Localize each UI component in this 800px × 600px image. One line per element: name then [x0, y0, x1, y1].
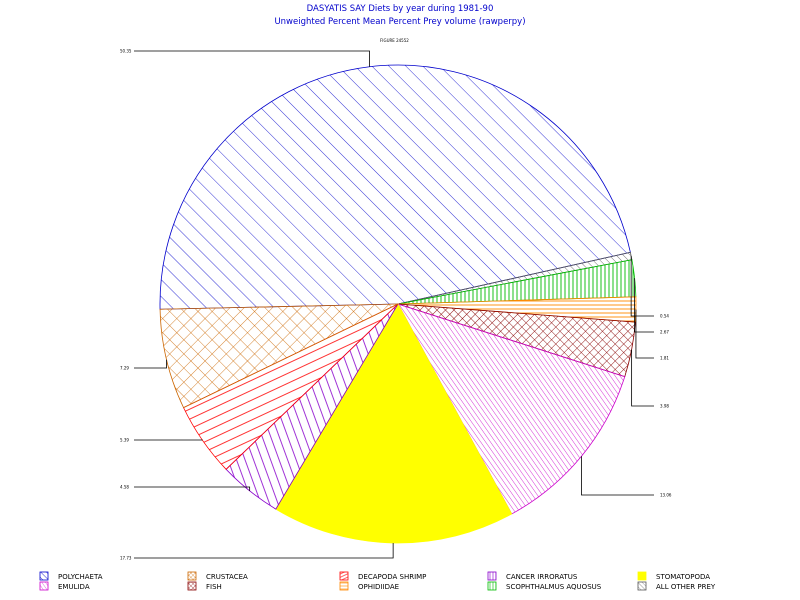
legend-swatch [187, 581, 197, 591]
slice-value-label: 4.58 [120, 485, 129, 490]
legend-swatch [487, 571, 497, 581]
legend-swatch [637, 571, 647, 581]
slice-value-label: 0.54 [660, 314, 669, 319]
legend-label: SCOPHTHALMUS AQUOSUS [506, 583, 602, 591]
legend-swatch [487, 581, 497, 591]
legend-label: STOMATOPODA [656, 573, 710, 581]
legend-label: CRUSTACEA [206, 573, 248, 581]
slice-value-label: 17.73 [120, 556, 132, 561]
slice-value-label: 50.35 [120, 49, 132, 54]
legend-swatch [187, 571, 197, 581]
legend-label: DECAPODA SHRIMP [358, 573, 426, 581]
slice-value-label: 2.67 [660, 330, 669, 335]
legend-label: ALL OTHER PREY [656, 583, 716, 591]
leader-line [134, 486, 251, 491]
slice-value-labels: 50.35 0.54 2.67 1.81 3.98 13.06 17.73 4.58 5.39 7… [120, 49, 672, 561]
leader-line [134, 542, 394, 559]
slice-leader-lines [134, 50, 654, 559]
slice-value-label: 5.39 [120, 438, 129, 443]
figure-header-label: FIGURE 24552 [380, 38, 409, 43]
pie-slice-polychaeta [159, 64, 631, 310]
chart-subtitle: Unweighted Percent Mean Percent Prey vol… [274, 17, 525, 27]
leader-line [630, 256, 654, 317]
legend-label: OPHIDIIDAE [358, 583, 399, 591]
leader-line [134, 359, 167, 369]
legend-swatch [339, 571, 349, 581]
legend-label: CANCER IRRORATUS [506, 573, 578, 581]
slice-value-label: 1.81 [660, 356, 669, 361]
pie-slice-emulida [397, 303, 626, 515]
leader-line [635, 309, 654, 359]
leader-line [134, 50, 370, 67]
leader-line [581, 456, 654, 496]
legend-label: POLYCHAETA [58, 573, 103, 581]
chart-title: DASYATIS SAY Diets by year during 1981-9… [307, 4, 494, 14]
leader-line [634, 278, 654, 333]
pie-slice-crustacea [159, 303, 399, 409]
slice-value-label: 7.29 [120, 366, 129, 371]
slice-value-label: 13.06 [660, 493, 672, 498]
legend-label: EMULIDA [58, 583, 90, 591]
legend-swatch [39, 571, 49, 581]
legend-label: FISH [206, 583, 222, 591]
leader-line [631, 349, 654, 407]
legend-swatch [339, 581, 349, 591]
pie-slices [159, 64, 637, 544]
legend-swatch [39, 581, 49, 591]
slice-value-label: 3.98 [660, 404, 669, 409]
legend-swatch [637, 581, 647, 591]
legend: POLYCHAETA CRUSTACEA DECAPODA SHRIMP CANCER… [39, 571, 716, 591]
